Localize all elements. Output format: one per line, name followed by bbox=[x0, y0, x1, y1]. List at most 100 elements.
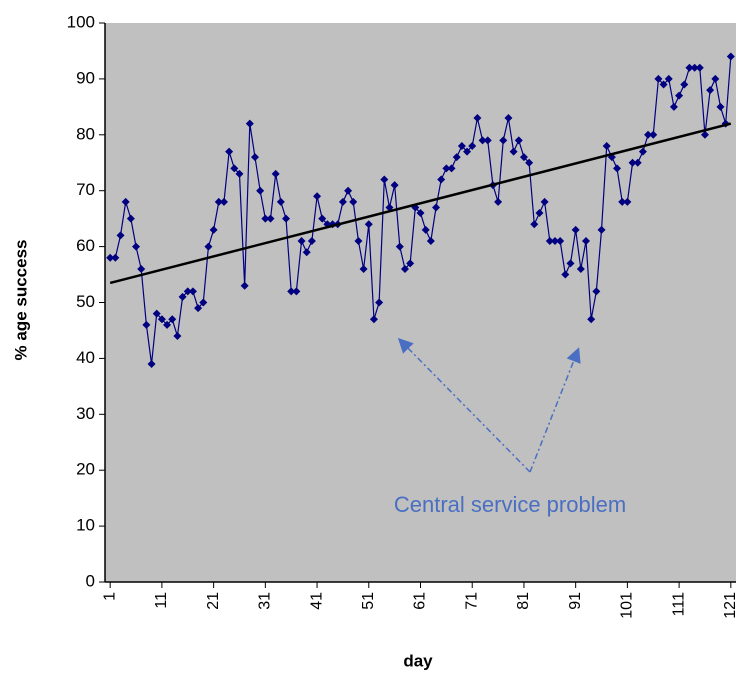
data-point bbox=[442, 164, 451, 173]
data-point bbox=[209, 225, 218, 234]
data-point bbox=[571, 225, 580, 234]
data-point bbox=[276, 197, 285, 206]
data-point bbox=[266, 214, 275, 223]
data-point bbox=[592, 287, 601, 296]
data-point bbox=[121, 197, 130, 206]
data-point bbox=[623, 197, 632, 206]
data-point bbox=[271, 169, 280, 178]
data-point bbox=[421, 225, 430, 234]
x-axis-label: day bbox=[403, 651, 433, 670]
data-point bbox=[297, 237, 306, 246]
data-point bbox=[359, 264, 368, 273]
data-point bbox=[566, 259, 575, 268]
data-point bbox=[344, 186, 353, 195]
y-tick-label: 60 bbox=[76, 236, 95, 255]
data-point bbox=[638, 147, 647, 156]
data-point bbox=[550, 237, 559, 246]
x-tick-label: 51 bbox=[360, 592, 377, 610]
data-point bbox=[675, 91, 684, 100]
y-tick-label: 90 bbox=[76, 68, 95, 87]
x-tick-label: 31 bbox=[257, 592, 274, 610]
data-point bbox=[695, 63, 704, 72]
data-point bbox=[235, 169, 244, 178]
annotation: Central service problem bbox=[394, 492, 626, 517]
y-tick-label: 40 bbox=[76, 348, 95, 367]
data-point bbox=[375, 298, 384, 307]
data-point bbox=[245, 119, 254, 128]
data-point bbox=[680, 80, 689, 89]
data-point bbox=[426, 237, 435, 246]
data-point bbox=[199, 298, 208, 307]
y-tick-label: 30 bbox=[76, 404, 95, 423]
data-point bbox=[649, 130, 658, 139]
data-point bbox=[147, 359, 156, 368]
data-point bbox=[142, 320, 151, 329]
data-point bbox=[654, 74, 663, 83]
data-point bbox=[690, 63, 699, 72]
x-tick-label: 41 bbox=[308, 592, 325, 610]
data-point bbox=[519, 153, 528, 162]
x-tick-label: 81 bbox=[515, 592, 532, 610]
plot-area bbox=[105, 23, 736, 582]
data-point bbox=[137, 264, 146, 273]
data-point bbox=[106, 253, 115, 262]
data-point bbox=[452, 153, 461, 162]
data-point bbox=[230, 164, 239, 173]
data-point bbox=[116, 231, 125, 240]
data-point bbox=[437, 175, 446, 184]
data-point bbox=[613, 164, 622, 173]
data-point bbox=[644, 130, 653, 139]
data-point bbox=[183, 287, 192, 296]
data-point bbox=[369, 315, 378, 324]
data-point bbox=[416, 209, 425, 218]
x-tick-label: 21 bbox=[205, 592, 222, 610]
data-point bbox=[380, 175, 389, 184]
data-point bbox=[602, 141, 611, 150]
data-point bbox=[525, 158, 534, 167]
data-point bbox=[354, 237, 363, 246]
data-point bbox=[256, 186, 265, 195]
x-tick-label: 91 bbox=[567, 592, 584, 610]
data-point bbox=[364, 220, 373, 229]
trend-line bbox=[109, 122, 732, 285]
x-tick-label: 101 bbox=[619, 592, 636, 619]
data-point bbox=[188, 287, 197, 296]
data-point bbox=[152, 309, 161, 318]
data-point bbox=[390, 181, 399, 190]
data-point bbox=[540, 197, 549, 206]
data-point bbox=[597, 225, 606, 234]
data-point bbox=[716, 102, 725, 111]
data-point bbox=[514, 136, 523, 145]
x-tick-label: 121 bbox=[722, 592, 739, 619]
data-point bbox=[447, 164, 456, 173]
x-tick-label: 11 bbox=[153, 592, 170, 609]
data-point bbox=[302, 248, 311, 257]
data-point bbox=[432, 203, 441, 212]
data-point bbox=[282, 214, 291, 223]
data-point bbox=[204, 242, 213, 251]
data-point bbox=[157, 315, 166, 324]
data-point bbox=[556, 237, 565, 246]
data-point bbox=[726, 52, 735, 61]
data-point bbox=[219, 197, 228, 206]
data-point bbox=[225, 147, 234, 156]
y-tick-label: 80 bbox=[76, 124, 95, 143]
y-tick-label: 50 bbox=[76, 292, 95, 311]
data-point bbox=[457, 141, 466, 150]
data-point bbox=[395, 242, 404, 251]
data-point bbox=[400, 264, 409, 273]
data-point bbox=[468, 141, 477, 150]
data-point bbox=[685, 63, 694, 72]
annotation-arrow bbox=[529, 347, 581, 473]
data-point bbox=[628, 158, 637, 167]
data-point bbox=[473, 114, 482, 123]
data-point bbox=[214, 197, 223, 206]
x-tick-label: 71 bbox=[463, 592, 480, 610]
data-point bbox=[535, 209, 544, 218]
data-point bbox=[338, 197, 347, 206]
data-point bbox=[561, 270, 570, 279]
y-tick-label: 70 bbox=[76, 180, 95, 199]
data-point bbox=[250, 153, 259, 162]
data-point bbox=[659, 80, 668, 89]
